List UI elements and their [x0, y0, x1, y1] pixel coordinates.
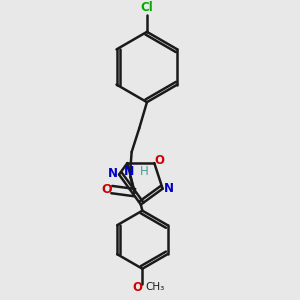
Text: Cl: Cl — [141, 1, 153, 14]
Text: O: O — [155, 154, 165, 166]
Text: O: O — [132, 280, 142, 294]
Text: N: N — [164, 182, 174, 195]
Text: H: H — [140, 165, 148, 178]
Text: N: N — [108, 167, 118, 179]
Text: N: N — [123, 165, 134, 178]
Text: CH₃: CH₃ — [146, 282, 165, 292]
Text: O: O — [101, 183, 112, 196]
